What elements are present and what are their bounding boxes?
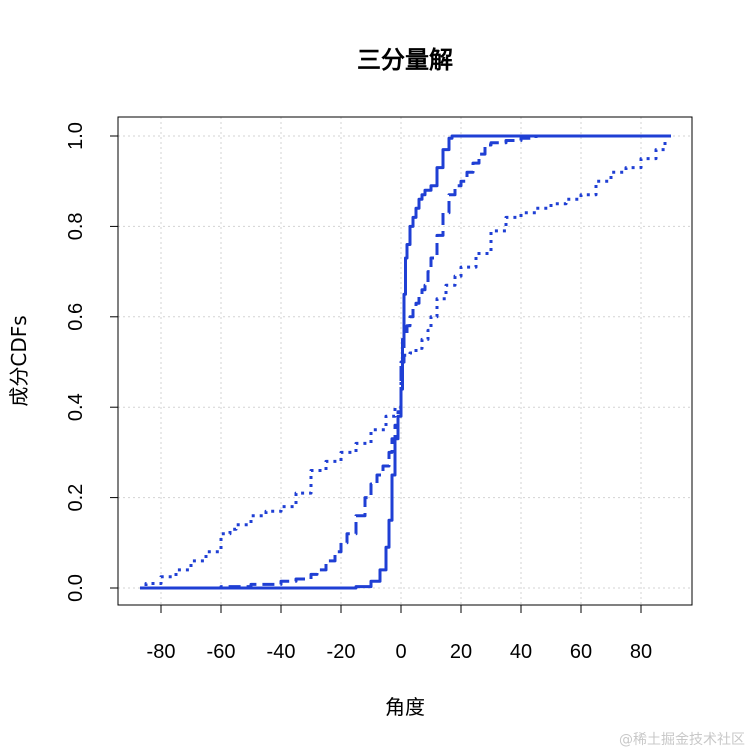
y-tick-label: 0.0 bbox=[65, 574, 87, 602]
y-axis: 0.0 0.2 0.4 0.6 0.8 1.0 bbox=[65, 122, 119, 602]
x-tick-label: -40 bbox=[267, 641, 296, 663]
x-tick-label: -80 bbox=[147, 641, 176, 663]
chart-title: 三分量解 bbox=[357, 45, 453, 74]
y-tick-label: 0.4 bbox=[65, 393, 87, 421]
x-axis-label: 角度 bbox=[385, 695, 425, 719]
series-line-solid bbox=[140, 134, 671, 590]
watermark-text: @稀土掘金技术社区 bbox=[619, 732, 745, 748]
x-tick-label: -60 bbox=[207, 641, 236, 663]
series-line-dotted bbox=[140, 140, 667, 590]
x-tick-label: 80 bbox=[630, 641, 652, 663]
x-tick-label: 60 bbox=[570, 641, 592, 663]
x-axis: -80 -60 -40 -20 0 20 40 60 80 bbox=[147, 604, 652, 663]
x-tick-label: 20 bbox=[450, 641, 472, 663]
series-layer bbox=[140, 134, 671, 590]
y-tick-label: 0.6 bbox=[65, 303, 87, 331]
x-tick-label: -20 bbox=[327, 641, 356, 663]
y-axis-label: 成分CDFs bbox=[7, 315, 31, 406]
x-tick-label: 40 bbox=[510, 641, 532, 663]
x-tick-label: 0 bbox=[395, 641, 406, 663]
y-tick-label: 0.8 bbox=[65, 212, 87, 240]
y-tick-label: 1.0 bbox=[65, 122, 87, 150]
y-tick-label: 0.2 bbox=[65, 484, 87, 512]
series-line-dashed bbox=[140, 134, 671, 590]
